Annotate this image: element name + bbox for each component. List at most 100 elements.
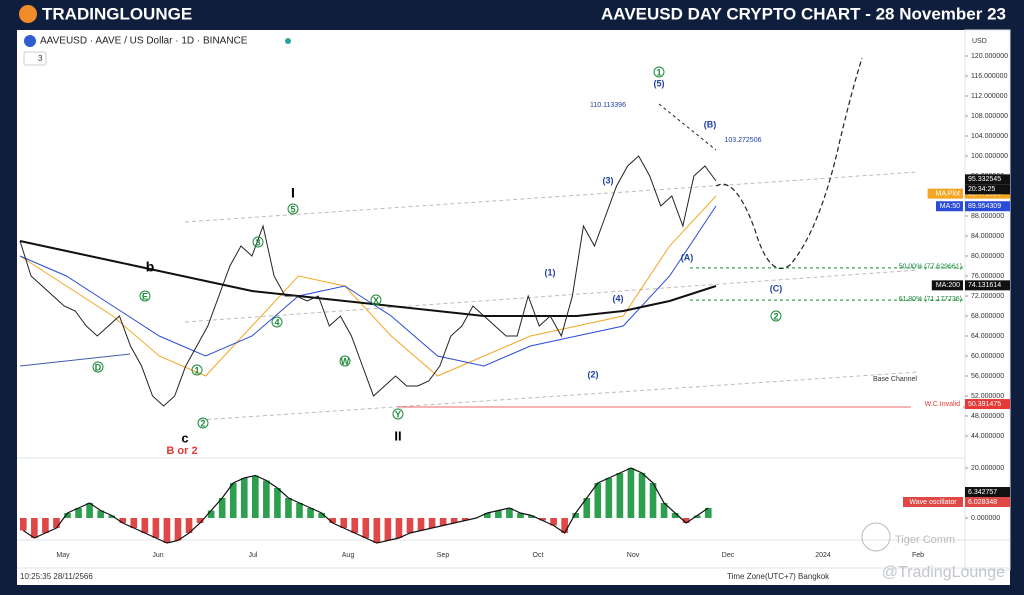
wave-b-link	[658, 103, 717, 151]
x-tick-label: Dec	[722, 552, 735, 559]
oscillator-bar	[484, 513, 491, 518]
tag-name-box	[927, 188, 963, 199]
price-note: 110.113396	[590, 102, 626, 109]
x-tick-label: Oct	[533, 552, 544, 559]
oscillator-bar	[450, 518, 458, 523]
wave-label: II	[394, 428, 401, 443]
wave-label: I	[291, 185, 295, 201]
price-tag	[965, 174, 1010, 185]
oscillator-bar	[307, 508, 314, 518]
y-tick-label: 56.000000	[971, 373, 1004, 380]
brand: Tiger Comm	[895, 534, 955, 546]
y-tick-label: 60.000000	[971, 353, 1004, 360]
oscillator-bar	[594, 483, 602, 518]
osc-tag	[965, 487, 1010, 497]
oscillator-bar	[53, 518, 60, 528]
oscillator-bar	[682, 518, 690, 523]
wave-label: (5)	[654, 78, 665, 88]
oscillator-bar	[495, 510, 502, 518]
tag-name-box	[936, 201, 963, 212]
oscillator-bar	[274, 488, 281, 518]
wave-label: 3	[255, 237, 260, 247]
oscillator-bar	[318, 513, 325, 518]
oscillator-bar	[605, 478, 613, 518]
oscillator-bar	[185, 518, 193, 533]
logo: TRADINGLOUNGE	[42, 4, 192, 23]
ma-line	[19, 240, 717, 317]
oscillator-bar	[561, 518, 568, 533]
osc-tag-label: 6.028348	[968, 499, 997, 506]
x-tick-label: 2024	[815, 552, 831, 559]
tag-name: W.C.Invalid	[925, 401, 961, 408]
oscillator-bar	[362, 518, 370, 538]
wave-circle	[653, 66, 665, 78]
oscillator-bar	[207, 510, 215, 518]
y-tick-label: 104.000000	[971, 133, 1008, 140]
logo-icon	[19, 5, 37, 23]
oscillator-bar	[417, 518, 425, 531]
indicator-count: 3	[38, 54, 43, 63]
oscillator-bar	[119, 518, 127, 523]
oscillator-bar	[42, 518, 49, 533]
x-tick-label: Jul	[249, 552, 258, 559]
status-dot	[285, 38, 291, 44]
price-tag-label: 95.332545	[968, 176, 1001, 183]
oscillator-bar	[528, 515, 535, 518]
plot: 44.000000 48.000000 52.000000 56.000000 60.0…	[19, 53, 1010, 559]
indicator-toggle[interactable]	[23, 51, 47, 66]
y-tick-label: 52.000000	[971, 393, 1004, 400]
footer-time: 10:25:35 28/11/2566	[20, 572, 93, 581]
wave-label: (3)	[603, 175, 614, 185]
fib-label: 50.00% (77.629661)	[899, 264, 962, 271]
channel-line	[184, 269, 919, 323]
y-tick-label: 68.000000	[971, 313, 1004, 320]
oscillator-bar	[583, 498, 591, 518]
wave-label: 2	[200, 418, 205, 428]
wave-circle	[191, 364, 203, 376]
wave-label: (2)	[588, 369, 599, 379]
oscillator-bar	[329, 518, 336, 523]
oscillator-bar	[704, 508, 712, 518]
y-tick-label: 76.000000	[971, 273, 1004, 280]
x-tick-label: Jun	[152, 552, 163, 559]
wave-circle	[370, 294, 382, 306]
oscillator-bar	[31, 518, 38, 538]
wave-label: (1)	[545, 267, 556, 277]
fib-label: 61.80% (71.177736)	[899, 296, 962, 303]
wave-label: (C)	[770, 283, 783, 293]
osc-tag-label: 6.342757	[968, 489, 997, 496]
y-tick-label: 120.000000	[971, 53, 1008, 60]
oscillator-bar	[252, 475, 259, 518]
oscillator-bar	[86, 503, 93, 518]
chart-area	[17, 30, 1010, 585]
oscillator-bar	[75, 508, 82, 518]
wave-circle	[197, 417, 209, 429]
y-tick-label: 88.000000	[971, 213, 1004, 220]
wave-label: X	[373, 295, 379, 305]
wave-circle	[392, 408, 404, 420]
oscillator-bar	[439, 518, 447, 526]
tag-name: MA:Plot	[935, 190, 960, 197]
wave-label: Y	[395, 409, 401, 419]
oscillator-bar	[660, 503, 668, 518]
price-tag-label: 74.131614	[968, 282, 1001, 289]
price-tag	[965, 280, 1010, 291]
price-tag-label: 50.391475	[968, 401, 1001, 408]
channel-label: Base Channel	[873, 376, 917, 383]
oscillator-bar	[351, 518, 359, 533]
wave-circle	[770, 310, 782, 322]
wave-label: B or 2	[166, 445, 197, 457]
oscillator-bar	[285, 498, 292, 518]
oscillator-bar	[373, 518, 381, 543]
y-tick-label: 64.000000	[971, 333, 1004, 340]
wave-circle	[92, 361, 104, 373]
y-tick-label: 108.000000	[971, 113, 1008, 120]
symbol-icon	[24, 35, 36, 47]
tag-name-box	[931, 280, 963, 291]
oscillator-bar	[627, 468, 635, 518]
oscillator-bar	[196, 518, 204, 523]
oscillator-bar	[64, 513, 71, 518]
wave-label: D	[95, 362, 102, 372]
x-tick-label: Feb	[912, 552, 924, 559]
